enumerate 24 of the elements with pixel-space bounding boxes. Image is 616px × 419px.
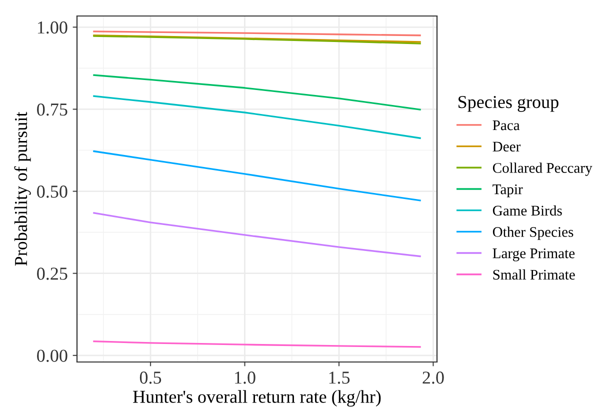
x-tick-label: 0.5 xyxy=(140,372,162,384)
x-tick-label: 1.0 xyxy=(235,372,256,384)
y-tick-label: 0.75 xyxy=(37,103,68,116)
y-tick-label: 0.25 xyxy=(37,268,68,280)
legend-label: Small Primate xyxy=(493,269,575,280)
y-tick-label: 0.50 xyxy=(37,186,68,198)
y-tick-label: 1.00 xyxy=(38,21,68,34)
x-axis-title: Hunter's overall return rate (kg/hr) xyxy=(133,390,381,407)
line-series xyxy=(93,74,421,110)
x-tick-label: 2.0 xyxy=(422,372,444,384)
legend-label: Deer xyxy=(492,142,521,152)
legend-label: Large Primate xyxy=(492,248,575,262)
line-series xyxy=(93,150,421,202)
legend-label: Game Birds xyxy=(492,205,562,216)
legend-label: Tapir xyxy=(492,184,523,198)
x-tick-label: 1.5 xyxy=(329,372,350,384)
legend-label: Other Species xyxy=(492,226,574,240)
legend-title: Species group xyxy=(458,96,558,112)
legend-label: Collared Peccary xyxy=(492,162,592,176)
y-tick-label: 0.00 xyxy=(37,350,68,362)
line-series xyxy=(93,212,421,258)
line-series xyxy=(93,95,421,139)
legend-label: Paca xyxy=(492,120,520,130)
y-axis-title: Probability of pursuit xyxy=(14,112,31,266)
